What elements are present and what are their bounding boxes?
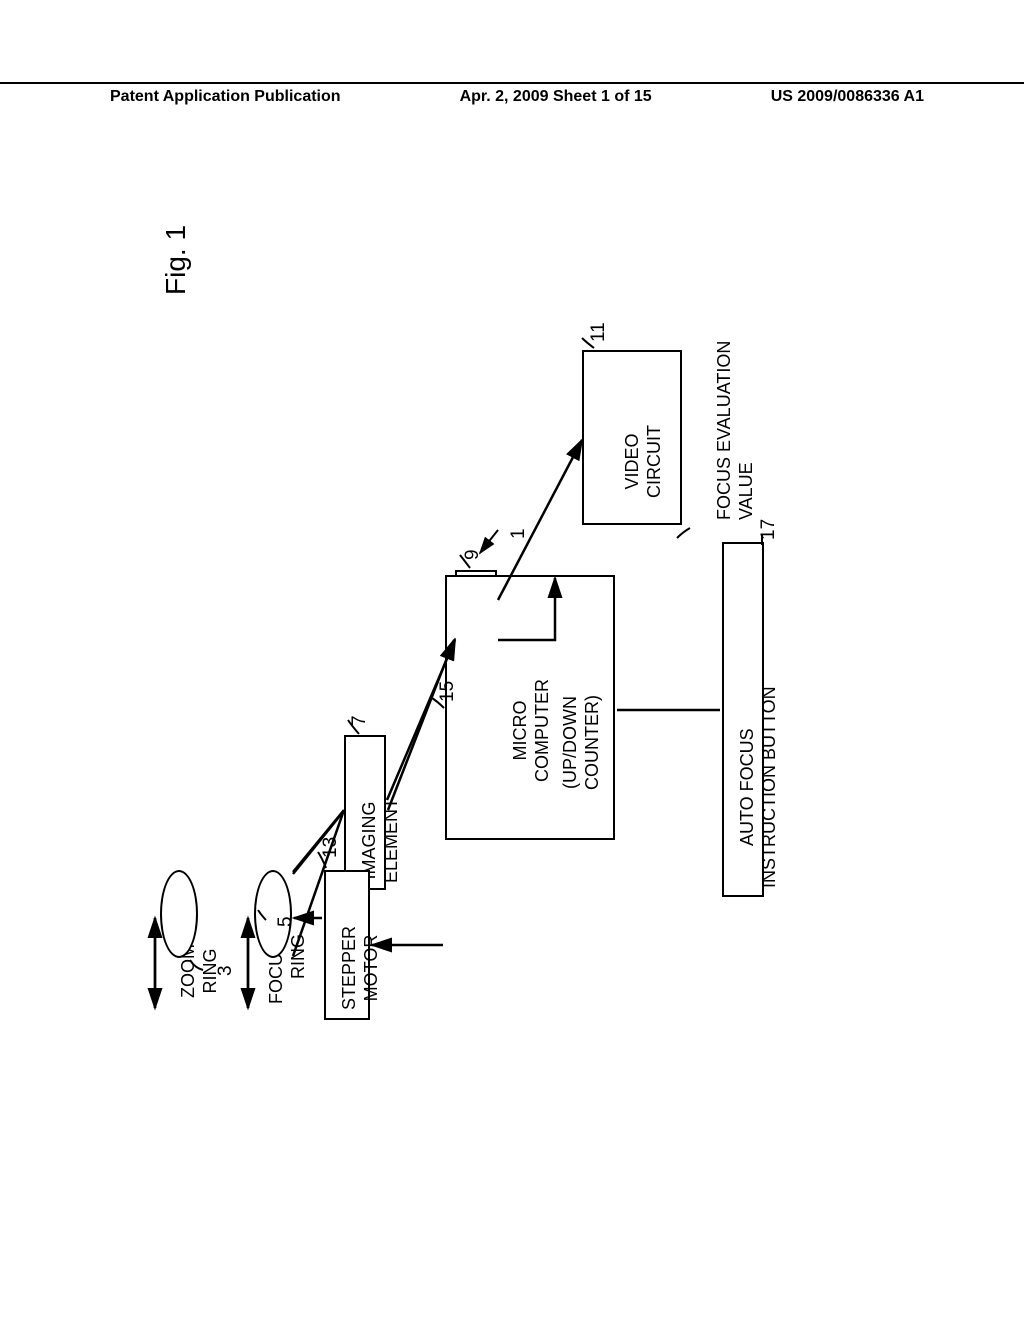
page: Patent Application Publication Apr. 2, 2… [0, 0, 1024, 1320]
ref-15: 15 [437, 681, 459, 702]
ref-1: 1 [508, 528, 530, 539]
header-center: Apr. 2, 2009 Sheet 1 of 15 [460, 88, 652, 106]
stepper-motor-label: STEPPER MOTOR [339, 926, 382, 1010]
updown-counter-label: (UP/DOWN COUNTER) [560, 695, 603, 790]
header-left: Patent Application Publication [0, 88, 341, 106]
focusing-lens [254, 870, 292, 958]
focus-eval-label: FOCUS EVALUATION VALUE [714, 341, 757, 520]
ref-3: 3 [215, 965, 237, 976]
ref-5: 5 [275, 916, 297, 927]
ref-17: 17 [758, 519, 780, 540]
auto-focus-button-label: AUTO FOCUS INSTRUCTION BUTTON [737, 686, 780, 888]
ref-7: 7 [349, 715, 371, 726]
page-header: Patent Application Publication Apr. 2, 2… [0, 82, 1024, 106]
zoom-lens [160, 870, 198, 958]
video-circuit-label: VIDEO CIRCUIT [622, 425, 665, 498]
micro-computer-label: MICRO COMPUTER [510, 679, 553, 782]
ref-13: 13 [320, 837, 342, 858]
figure-label: Fig. 1 [160, 225, 192, 295]
header-right: US 2009/0086336 A1 [771, 88, 1024, 106]
ref-11: 11 [588, 322, 610, 342]
ref-9: 9 [462, 549, 484, 560]
